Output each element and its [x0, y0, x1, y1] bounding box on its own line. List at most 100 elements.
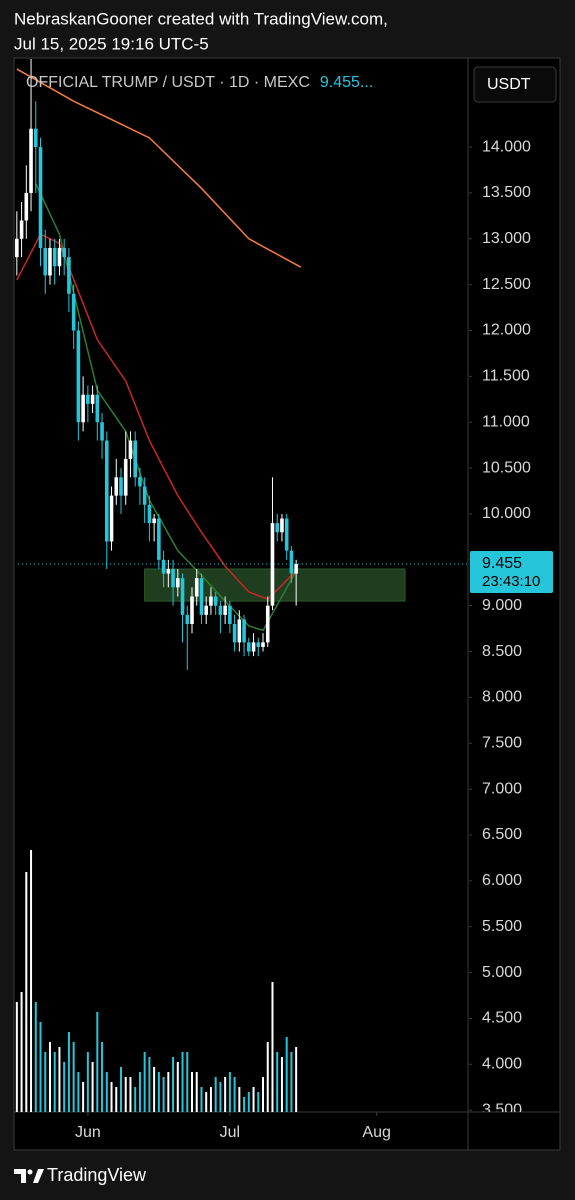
volume-bar [119, 1067, 122, 1112]
candle-body [275, 523, 280, 533]
volume-bar [209, 1087, 212, 1112]
candle-body [123, 458, 128, 496]
volume-bar [91, 1062, 94, 1112]
volume-bar [205, 1092, 208, 1112]
x-tick-label: Jun [75, 1124, 101, 1141]
brand-logo [14, 1169, 44, 1183]
last-price-box [470, 550, 553, 593]
brand-name: TradingView [47, 1165, 147, 1185]
y-tick-label: 12.500 [482, 276, 531, 293]
y-tick-label: 14.000 [482, 138, 531, 155]
y-tick-label: 13.500 [482, 184, 531, 201]
volume-bar [30, 850, 33, 1112]
y-tick-label: 6.000 [482, 872, 522, 889]
candle-body [280, 518, 284, 533]
candle-body [90, 394, 95, 404]
candle-body [237, 619, 242, 643]
plot-area [15, 59, 468, 1112]
volume-bar [186, 1052, 189, 1112]
y-tick-label: 8.500 [482, 643, 522, 660]
volume-bar [34, 1002, 37, 1112]
candle-body [228, 605, 232, 625]
candle-body [142, 486, 147, 505]
candle-body [109, 495, 114, 542]
symbol-title: OFFICIAL TRUMP / USDT · 1D · MEXC [26, 74, 310, 91]
volume-bar [238, 1087, 241, 1112]
volume-bar [67, 1032, 70, 1112]
candle-body [48, 247, 52, 276]
volume-bar [214, 1077, 217, 1112]
volume-bar [153, 1067, 156, 1112]
candle-body [52, 247, 57, 267]
candle-body [289, 550, 294, 574]
candle-body [152, 518, 156, 524]
legend-price: 9.455... [320, 74, 373, 91]
volume-bar [247, 1092, 250, 1112]
candle-body [213, 596, 218, 606]
candle-body [251, 642, 256, 652]
volume-bar [262, 1077, 265, 1112]
currency-label[interactable]: USDT [487, 76, 531, 93]
candle-body [119, 477, 123, 496]
candle-body [256, 642, 261, 647]
volume-bar [58, 1047, 61, 1112]
volume-bar [162, 1077, 165, 1112]
volume-bar [276, 1052, 279, 1112]
support-zone [144, 568, 406, 602]
candle-body [204, 605, 209, 615]
volume-bar [228, 1072, 231, 1112]
volume-bar [172, 1057, 175, 1112]
candle-body [67, 257, 71, 294]
candle-body [114, 477, 119, 496]
candle-body [95, 394, 100, 423]
candle-body [24, 192, 29, 221]
candle-body [209, 596, 213, 606]
currency-button[interactable] [473, 66, 557, 103]
candle-body [81, 394, 85, 423]
y-tick-label: 4.500 [482, 1010, 522, 1027]
volume-bar [82, 1082, 85, 1112]
y-tick-label: 11.000 [482, 413, 530, 430]
y-tick-label: 12.000 [482, 322, 531, 339]
candle-body [199, 578, 204, 615]
volume-bar [200, 1087, 203, 1112]
volume-bar [280, 1057, 283, 1112]
volume-bar [252, 1087, 255, 1112]
candle-body [76, 330, 81, 423]
volume-bar [96, 1012, 99, 1112]
volume-bar [285, 1037, 288, 1112]
candle-body [100, 422, 104, 441]
volume-bar [63, 1062, 66, 1112]
indicator-line [16, 233, 297, 601]
candle-body [33, 128, 38, 148]
volume-bar [257, 1092, 260, 1112]
y-tick-label: 9.000 [482, 597, 522, 614]
candle-body [270, 523, 275, 606]
y-tick-label: 10.500 [482, 459, 531, 476]
y-tick-label: 13.000 [482, 230, 531, 247]
candle-body [38, 147, 43, 248]
candle-body [15, 238, 19, 258]
y-tick-label: 10.000 [482, 505, 531, 522]
volume-bar [224, 1077, 227, 1112]
volume-bar [295, 1047, 298, 1112]
header-line: NebraskanGooner created with TradingView… [14, 9, 388, 28]
volume-bar [101, 1042, 104, 1112]
candle-body [261, 642, 265, 647]
candle-body [265, 605, 270, 643]
y-tick-label: 3.500 [482, 1101, 522, 1118]
chart-frame [13, 57, 561, 1151]
volume-bar [53, 1052, 56, 1112]
header-line: Jul 15, 2025 19:16 UTC-5 [14, 34, 209, 53]
candle-body [175, 578, 180, 588]
volume-bar [77, 1072, 80, 1112]
volume-bar [271, 982, 274, 1112]
volume-bar [290, 1052, 293, 1112]
volume-bar [39, 1022, 42, 1112]
volume-bar [15, 1002, 18, 1112]
candle-body [104, 440, 109, 542]
volume-bar [195, 1072, 198, 1112]
candle-body [284, 518, 289, 551]
volume-bar [110, 1082, 113, 1112]
